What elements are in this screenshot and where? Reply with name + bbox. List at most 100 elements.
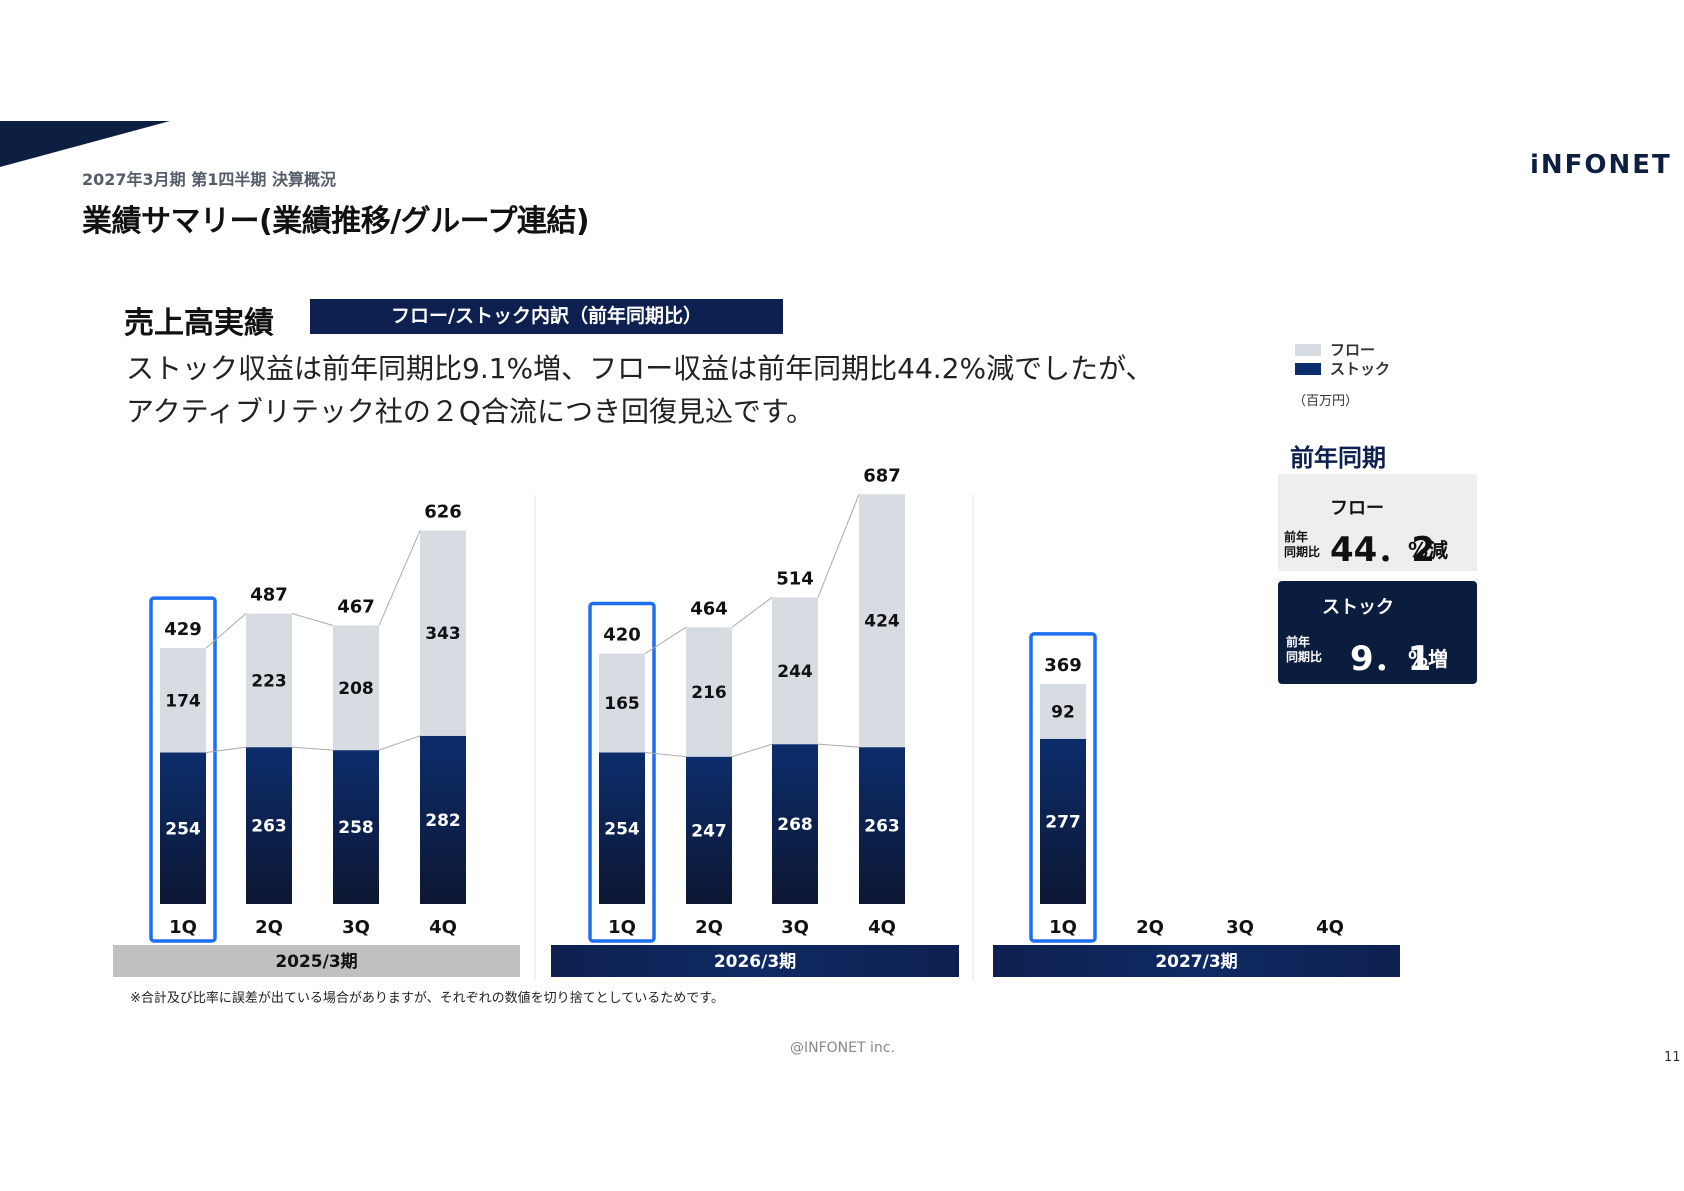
tick-label: 1Q xyxy=(608,917,636,938)
data-label-total: 464 xyxy=(690,598,728,619)
tick-label: 3Q xyxy=(1226,917,1254,938)
data-label-flow: 216 xyxy=(691,683,727,703)
bar-flow xyxy=(420,530,466,736)
bar-flow xyxy=(1040,683,1086,739)
period-label: 2026/3期 xyxy=(714,952,796,972)
data-label-stock: 254 xyxy=(165,819,201,839)
data-label-stock: 247 xyxy=(691,821,727,841)
tick-label: 1Q xyxy=(169,917,197,938)
data-label-total: 369 xyxy=(1044,655,1082,676)
bar-stock xyxy=(420,735,466,904)
comparison-stock-card: ストック 前年 同期比 9．1 %増 xyxy=(1278,581,1477,684)
data-label-stock: 258 xyxy=(338,818,374,838)
legend-item-stock: ストック xyxy=(1295,359,1390,378)
bar-stock xyxy=(160,752,206,904)
section-heading: 売上高実績 xyxy=(124,306,274,341)
legend-swatch-flow xyxy=(1295,343,1321,356)
connector-line xyxy=(644,752,687,758)
data-label-stock: 277 xyxy=(1045,812,1081,832)
data-label-flow: 165 xyxy=(604,694,640,714)
highlight-frame xyxy=(149,596,217,943)
highlight-frame xyxy=(588,601,656,943)
bar-stock xyxy=(333,750,379,904)
legend-label-stock: ストック xyxy=(1330,360,1391,378)
tick-label: 4Q xyxy=(1316,917,1344,938)
page-number: 11 xyxy=(1664,1050,1681,1065)
connector-line xyxy=(378,735,421,751)
comparison-flow-small: 前年 同期比 xyxy=(1284,530,1320,560)
data-label-total: 514 xyxy=(776,568,814,589)
connector-line xyxy=(644,626,687,654)
connector-line xyxy=(205,746,247,754)
legend-label-flow: フロー xyxy=(1330,341,1376,359)
comparison-flow-small-2: 同期比 xyxy=(1284,545,1321,559)
data-label-total: 429 xyxy=(164,619,202,640)
data-label-total: 487 xyxy=(250,585,288,606)
legend-swatch-stock xyxy=(1295,362,1321,375)
bar-stock xyxy=(599,752,645,904)
tick-label: 2Q xyxy=(255,917,283,938)
bar-stock xyxy=(859,747,905,904)
unit-label: （百万円） xyxy=(1293,394,1359,409)
data-label-total: 467 xyxy=(337,596,375,617)
bar-flow xyxy=(859,494,905,748)
connector-line xyxy=(817,494,860,598)
data-label-stock: 268 xyxy=(777,815,813,835)
tick-label: 1Q xyxy=(1049,917,1077,938)
bar-flow xyxy=(246,613,292,748)
chart-legend: フロー ストック xyxy=(1295,340,1390,378)
data-label-stock: 263 xyxy=(251,817,287,837)
comparison-stock-value: 9．1 xyxy=(1350,639,1432,679)
data-label-flow: 174 xyxy=(165,691,201,711)
highlight-frame xyxy=(1029,632,1097,943)
tick-label: 4Q xyxy=(429,917,457,938)
bar-flow xyxy=(686,627,732,757)
bar-stock xyxy=(1040,738,1086,904)
tick-label: 4Q xyxy=(868,917,896,938)
tick-label: 2Q xyxy=(1136,917,1164,938)
tick-label: 2Q xyxy=(695,917,723,938)
data-label-stock: 282 xyxy=(425,811,461,831)
comparison-stock-suffix: %増 xyxy=(1408,647,1449,671)
legend-item-flow: フロー xyxy=(1295,340,1390,359)
comparison-stock-small-2: 同期比 xyxy=(1286,650,1323,664)
company-logo: iNFONET xyxy=(1530,150,1672,180)
connector-line xyxy=(291,746,334,751)
data-label-stock: 263 xyxy=(864,817,900,837)
data-label-flow: 92 xyxy=(1051,702,1075,722)
comparison-flow-suffix: %減 xyxy=(1408,538,1449,562)
connector-line xyxy=(731,597,773,628)
data-label-flow: 208 xyxy=(338,679,374,699)
period-label: 2027/3期 xyxy=(1155,952,1237,972)
section-tag: フロー/ストック内訳（前年同期比） xyxy=(310,299,783,334)
bar-flow xyxy=(772,597,818,745)
period-band xyxy=(993,945,1400,977)
footnote: ※合計及び比率に誤差が出ている場合がありますが、それぞれの数値を切り捨てとしてい… xyxy=(130,991,724,1006)
headline-line-1: ストック収益は前年同期比9.1%増、フロー収益は前年同期比44.2%減でしたが、 xyxy=(126,352,1154,385)
comparison-stock-small-1: 前年 xyxy=(1286,635,1311,649)
connector-line xyxy=(378,530,421,626)
copyright: @INFONET inc. xyxy=(790,1040,895,1056)
connector-line xyxy=(817,743,860,748)
page-subtitle: 2027年3月期 第1四半期 決算概況 xyxy=(82,170,336,189)
comparison-stock-small: 前年 同期比 xyxy=(1286,635,1322,665)
connector-line xyxy=(291,613,334,626)
data-label-flow: 244 xyxy=(777,662,813,682)
corner-decoration xyxy=(0,121,170,167)
page-title: 業績サマリー(業績推移/グループ連結) xyxy=(82,204,590,239)
bar-flow xyxy=(333,625,379,751)
bar-stock xyxy=(246,747,292,904)
tick-label: 3Q xyxy=(781,917,809,938)
comparison-stock-label: ストック xyxy=(1322,597,1394,618)
bar-flow xyxy=(599,653,645,753)
bar-stock xyxy=(686,756,732,904)
connector-line xyxy=(731,743,773,758)
comparison-flow-value: 44．2 xyxy=(1330,530,1435,570)
data-label-stock: 254 xyxy=(604,819,640,839)
comparison-flow-card: フロー 前年 同期比 44．2 %減 xyxy=(1278,474,1477,571)
period-label: 2025/3期 xyxy=(275,952,357,972)
data-label-total: 687 xyxy=(863,465,901,486)
comparison-flow-label: フロー xyxy=(1330,498,1384,519)
data-label-total: 420 xyxy=(603,625,641,646)
